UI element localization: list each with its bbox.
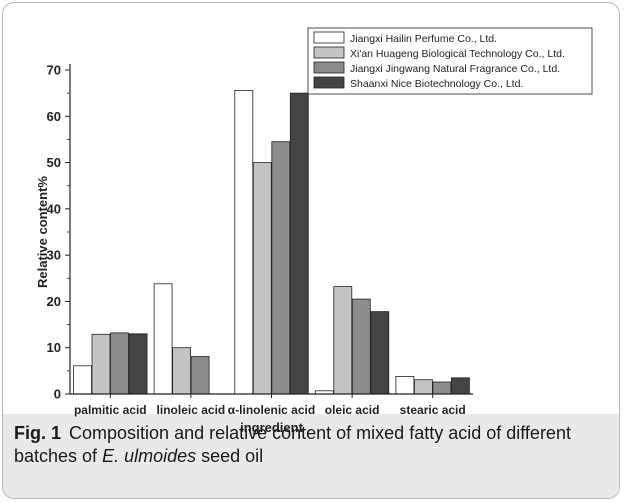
caption-species: E. ulmoides bbox=[102, 446, 197, 466]
caption-box bbox=[3, 414, 619, 498]
legend-swatch bbox=[313, 46, 345, 59]
caption-text: Composition and relative content of mixe… bbox=[14, 423, 571, 466]
y-axis-label: Relative content% bbox=[35, 176, 50, 288]
y-tick-label: 70 bbox=[47, 63, 61, 78]
y-tick-label: 20 bbox=[47, 294, 61, 309]
bar-4-oleic-acid bbox=[370, 311, 390, 395]
y-tick-label: 10 bbox=[47, 340, 61, 355]
x-tick-label: α-linolenic acid bbox=[228, 403, 315, 417]
bar-1-stearic-acid bbox=[395, 375, 415, 395]
bar-3-linoleic-acid bbox=[190, 356, 210, 395]
legend-label: Xi'an Huageng Biological Technology Co.,… bbox=[350, 48, 565, 60]
legend-swatch bbox=[313, 31, 345, 44]
y-tick-label: 0 bbox=[54, 387, 61, 402]
x-tick-label: linoleic acid bbox=[157, 403, 226, 417]
bar-2-linoleic-acid bbox=[172, 347, 192, 395]
figure-caption: Fig. 1 Composition and relative content o… bbox=[14, 422, 604, 468]
y-tick-label: 40 bbox=[47, 201, 61, 216]
bar-4-palmitic-acid bbox=[128, 333, 148, 395]
legend-swatch bbox=[313, 76, 345, 89]
legend-box bbox=[307, 27, 593, 95]
bar-1--linolenic-acid bbox=[234, 90, 254, 395]
bar-4--linolenic-acid bbox=[289, 92, 309, 395]
legend-label: Jiangxi Jingwang Natural Fragrance Co., … bbox=[350, 63, 560, 75]
bar-2-oleic-acid bbox=[333, 286, 353, 395]
x-tick-label: palmitic acid bbox=[74, 403, 147, 417]
bar-1-linoleic-acid bbox=[153, 283, 173, 395]
bar-3-stearic-acid bbox=[432, 381, 452, 395]
bar-2-stearic-acid bbox=[413, 379, 433, 395]
bar-2-palmitic-acid bbox=[91, 333, 111, 395]
bar-2--linolenic-acid bbox=[252, 162, 272, 395]
bar-3-palmitic-acid bbox=[110, 332, 129, 395]
bar-1-palmitic-acid bbox=[73, 365, 92, 395]
bar-3--linolenic-acid bbox=[271, 141, 291, 395]
caption-text-end: seed oil bbox=[196, 446, 264, 466]
figure-label: Fig. 1 bbox=[14, 423, 62, 443]
legend-swatch bbox=[313, 61, 345, 74]
x-tick-label: stearic acid bbox=[400, 403, 466, 417]
x-tick-label: oleic acid bbox=[325, 403, 380, 417]
y-tick-label: 30 bbox=[47, 248, 61, 263]
legend-label: Shaanxi Nice Biotechnology Co., Ltd. bbox=[350, 78, 523, 90]
y-tick-label: 50 bbox=[47, 155, 61, 170]
bar-4-stearic-acid bbox=[450, 377, 470, 395]
bar-3-oleic-acid bbox=[351, 298, 371, 395]
x-axis-label: ingredient bbox=[240, 420, 304, 435]
y-tick-label: 60 bbox=[47, 109, 61, 124]
legend-label: Jiangxi Hailin Perfume Co., Ltd. bbox=[350, 33, 497, 45]
